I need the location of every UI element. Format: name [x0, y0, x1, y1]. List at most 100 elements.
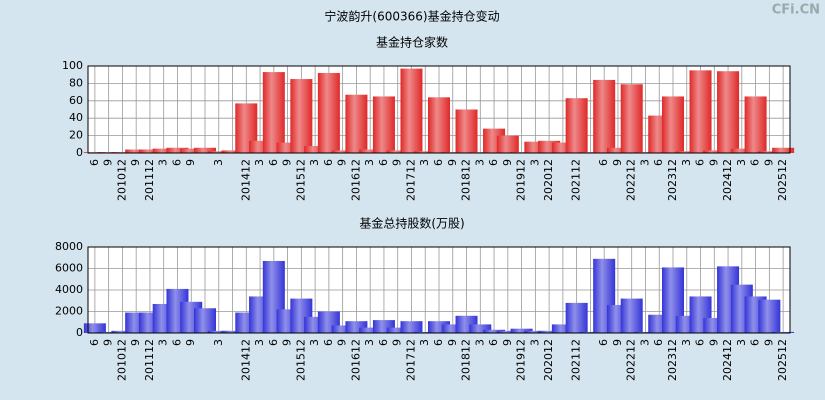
- y-tick-label: 80: [69, 76, 83, 89]
- y-tick-label: 100: [62, 59, 83, 72]
- x-tick-label: 202012: [542, 159, 555, 201]
- bar: [662, 96, 684, 153]
- bar: [331, 150, 354, 153]
- x-tick-label: 6: [694, 339, 707, 346]
- x-tick-label: 3: [212, 339, 225, 346]
- x-tick-label: 9: [184, 339, 197, 346]
- x-tick-label: 201812: [460, 159, 473, 201]
- bar: [772, 331, 795, 333]
- x-tick-label: 202412: [721, 159, 734, 201]
- bar: [194, 147, 216, 153]
- x-tick-label: 3: [212, 159, 225, 166]
- x-tick-label: 202512: [776, 339, 789, 381]
- x-tick-label: 9: [102, 339, 115, 346]
- x-tick-label: 9: [281, 159, 294, 166]
- bar: [496, 135, 519, 153]
- x-tick-label: 9: [336, 159, 349, 166]
- y-tick-label: 0: [76, 146, 83, 159]
- y-tick-label: 40: [69, 111, 83, 124]
- bar: [730, 148, 753, 153]
- bar: [469, 324, 492, 333]
- x-tick-label: 9: [391, 339, 404, 346]
- bar: [180, 148, 203, 153]
- x-tick-label: 201112: [143, 159, 156, 201]
- x-tick-label: 201012: [115, 159, 128, 201]
- x-tick-label: 9: [501, 159, 514, 166]
- x-tick-label: 202312: [666, 339, 679, 381]
- bar: [538, 330, 561, 333]
- bar: [565, 302, 588, 333]
- bar: [510, 328, 533, 333]
- plot-border: [87, 246, 791, 334]
- x-tick-label: 3: [528, 159, 541, 166]
- bar: [262, 72, 285, 153]
- x-tick-label: 3: [680, 339, 693, 346]
- bar: [414, 151, 437, 153]
- x-tick-label: 201112: [143, 339, 156, 381]
- x-tick-label: 6: [487, 159, 500, 166]
- chart-title: 基金总持股数(万股): [359, 216, 464, 231]
- bar: [772, 147, 795, 153]
- plot-border: [87, 65, 791, 154]
- y-tick-label: 60: [69, 94, 83, 107]
- y-tick-label: 6000: [55, 262, 83, 275]
- bar: [579, 331, 602, 333]
- bar: [703, 150, 726, 153]
- x-tick-label: 6: [597, 339, 610, 346]
- bar: [744, 96, 767, 153]
- y-tick-label: 0: [76, 326, 83, 339]
- bar: [207, 330, 230, 333]
- x-tick-label: 6: [652, 159, 665, 166]
- bar: [758, 299, 781, 333]
- bar: [221, 330, 244, 333]
- bar: [304, 146, 327, 153]
- bar: [524, 141, 547, 153]
- x-tick-label: 201712: [404, 159, 417, 201]
- x-tick-label: 6: [377, 159, 390, 166]
- bar: [441, 324, 464, 333]
- x-tick-label: 3: [528, 339, 541, 346]
- x-tick-label: 3: [418, 159, 431, 166]
- x-tick-label: 3: [363, 339, 376, 346]
- bar: [689, 70, 712, 153]
- x-tick-label: 202112: [570, 339, 583, 381]
- x-tick-label: 201412: [239, 339, 252, 381]
- x-tick-label: 3: [735, 159, 748, 166]
- bar: [111, 330, 134, 333]
- bar: [207, 151, 230, 153]
- x-tick-label: 201012: [115, 339, 128, 381]
- x-tick-label: 6: [88, 159, 101, 166]
- x-tick-label: 201612: [349, 159, 362, 201]
- x-tick-label: 3: [157, 159, 170, 166]
- x-tick-label: 9: [336, 339, 349, 346]
- x-tick-label: 6: [170, 339, 183, 346]
- bar: [317, 72, 340, 153]
- bar: [166, 147, 189, 153]
- bar: [551, 142, 574, 153]
- x-tick-label: 3: [735, 339, 748, 346]
- bar: [565, 98, 588, 153]
- bar: [620, 298, 643, 333]
- x-tick-label: 9: [129, 339, 142, 346]
- x-tick-label: 6: [267, 159, 280, 166]
- x-tick-label: 201412: [239, 159, 252, 201]
- bar: [345, 321, 368, 333]
- x-tick-label: 6: [597, 159, 610, 166]
- x-tick-label: 3: [638, 159, 651, 166]
- bar: [359, 327, 382, 333]
- x-tick-label: 201512: [294, 159, 307, 201]
- x-tick-label: 6: [432, 339, 445, 346]
- x-tick-label: 3: [308, 159, 321, 166]
- x-tick-label: 9: [762, 159, 775, 166]
- bar: [138, 149, 161, 153]
- x-tick-label: 3: [680, 159, 693, 166]
- x-tick-label: 3: [363, 159, 376, 166]
- bar: [372, 96, 395, 153]
- bar: [717, 71, 740, 153]
- x-tick-label: 9: [501, 339, 514, 346]
- x-tick-label: 3: [473, 339, 486, 346]
- x-tick-label: 9: [707, 339, 720, 346]
- x-tick-label: 9: [129, 159, 142, 166]
- x-tick-label: 9: [391, 159, 404, 166]
- page-title: 宁波韵升(600366)基金持仓变动: [324, 9, 499, 24]
